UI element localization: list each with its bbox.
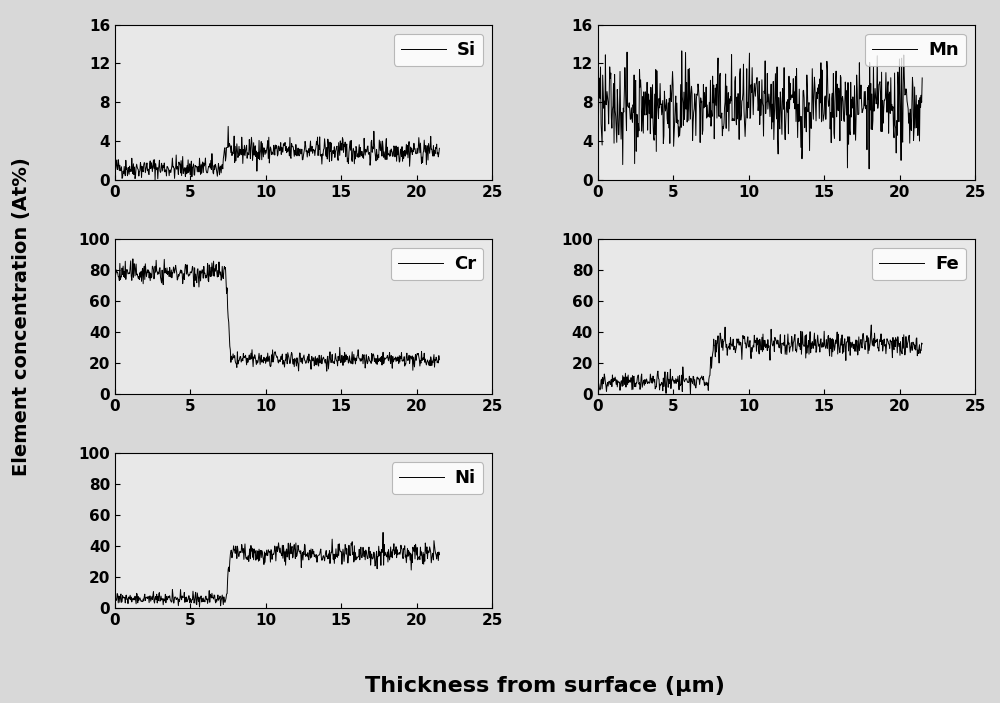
Text: Element concentration (At%): Element concentration (At%) <box>12 157 32 476</box>
Legend: Si: Si <box>394 34 483 66</box>
Text: Thickness from surface (μm): Thickness from surface (μm) <box>365 676 725 696</box>
Legend: Mn: Mn <box>865 34 966 66</box>
Legend: Ni: Ni <box>392 462 483 494</box>
Legend: Fe: Fe <box>872 247 966 280</box>
Legend: Cr: Cr <box>391 247 483 280</box>
